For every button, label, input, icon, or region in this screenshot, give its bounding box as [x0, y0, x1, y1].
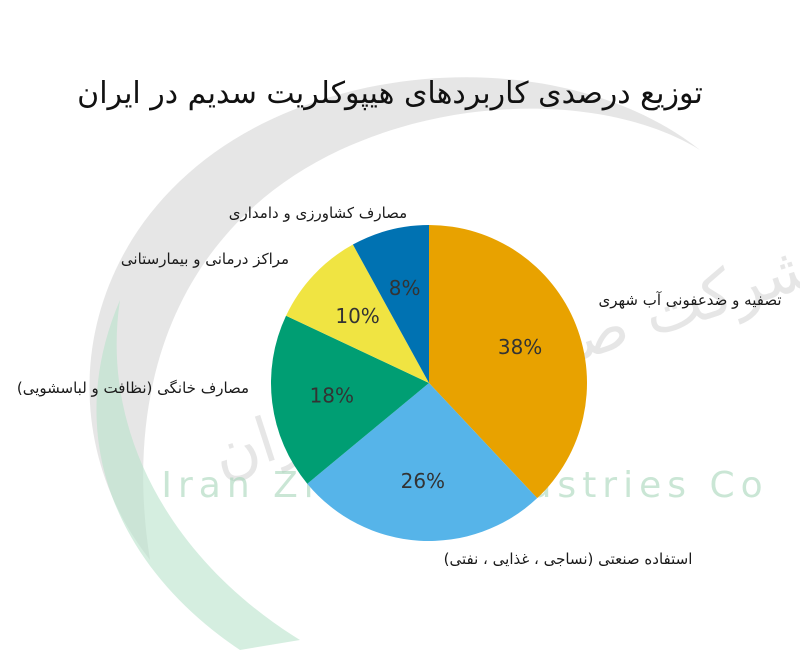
slice-label-agriculture: مصارف کشاورزی و دامداری — [229, 204, 407, 222]
slice-label-industrial: استفاده صنعتی (نساجی ، غذایی ، نفتی) — [444, 550, 693, 568]
pie-value-label-medical: 10% — [335, 304, 379, 328]
pie-slice-medical — [286, 244, 429, 383]
slice-label-medical: مراکز درمانی و بیمارستانی — [121, 250, 289, 268]
pie-slice-household — [271, 315, 429, 484]
watermark-gray-arc — [89, 77, 700, 560]
pie-value-label-industrial: 26% — [401, 469, 445, 493]
pie-value-label-household: 18% — [310, 383, 354, 407]
chart-title: توزیع درصدی کاربردهای هیپوکلریت سدیم در … — [77, 76, 703, 111]
pie-slice-industrial — [307, 383, 538, 541]
pie-slice-water-treatment — [429, 225, 587, 499]
slice-label-water-treatment: تصفیه و ضدعفونی آب شهری — [598, 291, 781, 309]
pie-slice-agriculture — [352, 225, 429, 383]
pie-value-label-water-treatment: 38% — [498, 335, 542, 359]
slice-label-household: مصارف خانگی (نظافت و لباسشویی) — [17, 379, 249, 397]
watermark-green-arc — [96, 300, 300, 650]
pie-value-label-agriculture: 8% — [389, 276, 421, 300]
slice-labels: تصفیه و ضدعفونی آب شهری استفاده صنعتی (ن… — [17, 204, 782, 568]
pie-chart: 38% 26% 18% 10% 8% — [271, 225, 587, 541]
